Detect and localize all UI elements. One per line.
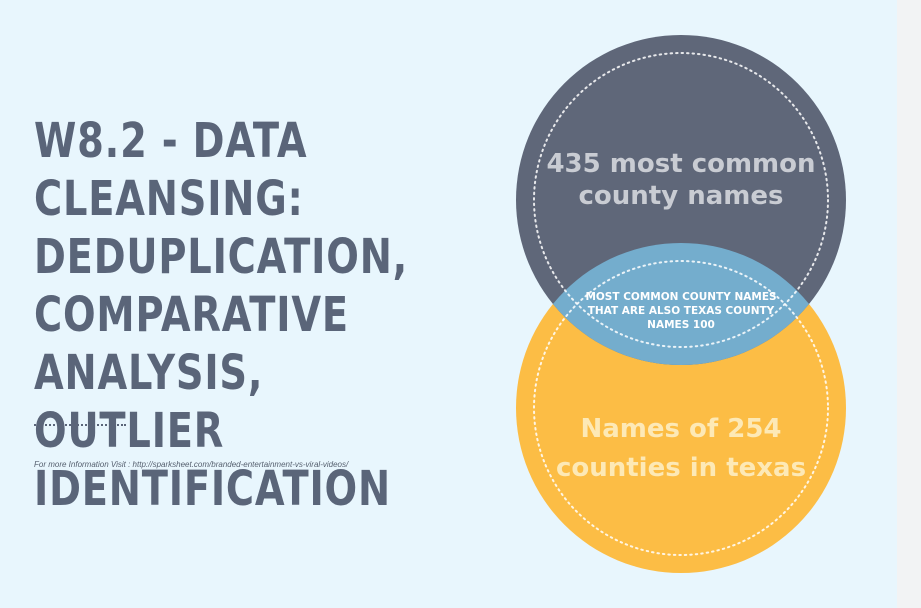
intersection-label-line1: MOST COMMON COUNTY NAMES xyxy=(585,291,776,303)
bottom-circle-dotted-ring xyxy=(533,260,829,556)
right-edge-panel xyxy=(897,0,921,608)
dotted-divider xyxy=(34,424,126,426)
top-circle-label-line2: county names xyxy=(579,181,784,211)
intersection-region xyxy=(516,243,846,365)
slide-title: W8.2 - DATA CLEANSING: DEDUPLICATION, CO… xyxy=(34,113,409,517)
source-footnote: For more Information Visit : http://spar… xyxy=(34,460,349,469)
bottom-circle-label-line1: Names of 254 xyxy=(580,414,781,444)
top-circle-label-line1: 435 most common xyxy=(546,149,815,179)
top-circle-dotted-ring xyxy=(533,52,829,348)
intersection-label-line3: NAMES 100 xyxy=(647,319,715,331)
intersection-label-line2: THAT ARE ALSO TEXAS COUNTY xyxy=(588,305,775,317)
bottom-circle-label-line2: counties in texas xyxy=(556,453,806,483)
